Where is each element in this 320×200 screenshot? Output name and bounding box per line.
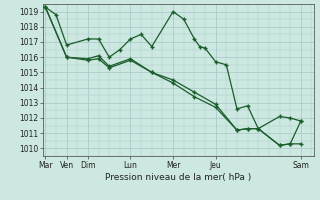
X-axis label: Pression niveau de la mer( hPa ): Pression niveau de la mer( hPa ) bbox=[105, 173, 252, 182]
